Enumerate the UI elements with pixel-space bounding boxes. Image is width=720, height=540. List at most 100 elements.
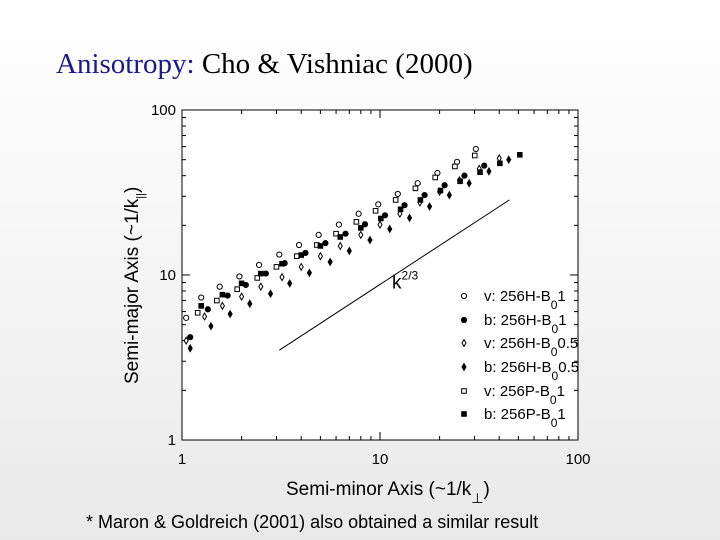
data-point <box>216 283 223 290</box>
series-1 <box>183 145 479 321</box>
data-point <box>337 241 343 251</box>
data-point <box>214 297 220 304</box>
data-point <box>452 163 458 170</box>
legend-marker <box>461 338 467 348</box>
data-point <box>394 190 401 198</box>
data-point <box>437 187 444 194</box>
data-point <box>381 212 389 219</box>
data-point <box>279 272 285 282</box>
data-point <box>417 197 424 203</box>
data-point <box>392 197 399 203</box>
data-point <box>204 306 211 313</box>
data-point <box>247 299 253 309</box>
data-point <box>315 231 322 238</box>
data-point <box>298 252 305 258</box>
legend-item-4: b: 256H-B00.5 <box>461 359 579 383</box>
data-point <box>412 185 419 192</box>
data-point <box>227 309 233 319</box>
axis-ticks: 1 10 100 1 10 100 <box>151 102 591 468</box>
data-point <box>187 343 193 353</box>
data-point <box>414 180 421 187</box>
data-point <box>267 289 274 299</box>
legend-item-3: v: 256H-B00.5 <box>461 335 578 359</box>
legend-marker <box>461 388 467 394</box>
data-point <box>377 220 383 230</box>
data-point <box>219 291 226 298</box>
data-point <box>279 260 285 267</box>
data-point <box>258 282 264 292</box>
data-point <box>406 213 413 223</box>
data-point <box>257 270 264 277</box>
data-point <box>477 169 483 175</box>
data-point <box>239 292 245 301</box>
data-point <box>387 224 393 234</box>
data-point <box>427 202 433 211</box>
data-point <box>486 166 492 176</box>
series-2 <box>187 162 488 341</box>
y-axis-label-sub: || <box>135 193 147 199</box>
legend-label: v: 256P-B01 <box>484 383 565 407</box>
data-point <box>355 210 362 217</box>
data-point <box>333 230 339 237</box>
data-point <box>337 234 344 240</box>
data-point <box>187 334 194 341</box>
data-point <box>317 243 324 249</box>
data-point <box>342 230 349 237</box>
legend-label: b: 256P-B01 <box>484 406 566 430</box>
annotation-base: k <box>392 272 402 293</box>
x-axis-label-close: ) <box>484 479 490 500</box>
data-point <box>287 278 293 288</box>
legend-item-5: v: 256P-B01 <box>461 383 565 407</box>
x-axis-label-main: Semi-minor Axis (~1/k <box>286 479 472 500</box>
data-point <box>198 303 204 309</box>
data-point <box>466 178 472 188</box>
data-point <box>293 253 300 259</box>
k23-slope-line <box>279 199 510 351</box>
legend-item-6: b: 256P-B01 <box>461 406 566 430</box>
data-point <box>254 275 261 281</box>
data-point <box>238 280 245 287</box>
data-point <box>372 207 379 214</box>
legend-item-1: v: 256H-B01 <box>460 288 566 312</box>
annotation-sup: 2/3 <box>402 268 419 282</box>
data-point <box>516 152 523 158</box>
data-point <box>234 286 240 293</box>
data-point <box>481 162 488 169</box>
data-point <box>322 240 329 247</box>
data-point <box>198 294 205 301</box>
data-point <box>346 246 352 256</box>
data-point <box>317 251 323 261</box>
legend-label: v: 256H-B01 <box>484 288 566 312</box>
data-point <box>306 268 312 278</box>
data-point <box>461 172 468 179</box>
x-tick-label: 100 <box>565 451 590 468</box>
data-point <box>421 191 428 199</box>
data-point <box>401 202 408 209</box>
data-point <box>378 215 384 222</box>
legend-label: v: 256H-B00.5 <box>484 335 578 359</box>
data-point <box>471 152 478 159</box>
legend-marker <box>460 292 468 300</box>
data-point <box>194 310 201 316</box>
data-point <box>358 225 364 231</box>
data-point <box>375 201 382 208</box>
footnote: * Maron & Goldreich (2001) also obtained… <box>86 512 539 532</box>
reference-line <box>279 199 510 351</box>
data-point <box>183 336 189 346</box>
legend-item-2: b: 256H-B01 <box>460 312 567 336</box>
slide-title-main: Anisotropy: <box>56 48 195 80</box>
y-axis-label-main: Semi-major Axis (~1/k <box>122 198 143 384</box>
y-axis-label-close: ) <box>122 187 143 193</box>
data-point <box>208 321 214 331</box>
data-point <box>298 262 304 272</box>
y-tick-label: 1 <box>168 432 176 449</box>
y-tick-label: 100 <box>151 102 176 119</box>
legend-marker <box>461 362 467 372</box>
data-point <box>457 178 463 185</box>
data-point <box>273 264 280 270</box>
legend-marker <box>461 411 467 417</box>
data-point <box>327 257 333 267</box>
legend-label: b: 256H-B00.5 <box>484 359 579 383</box>
data-point <box>183 314 190 321</box>
